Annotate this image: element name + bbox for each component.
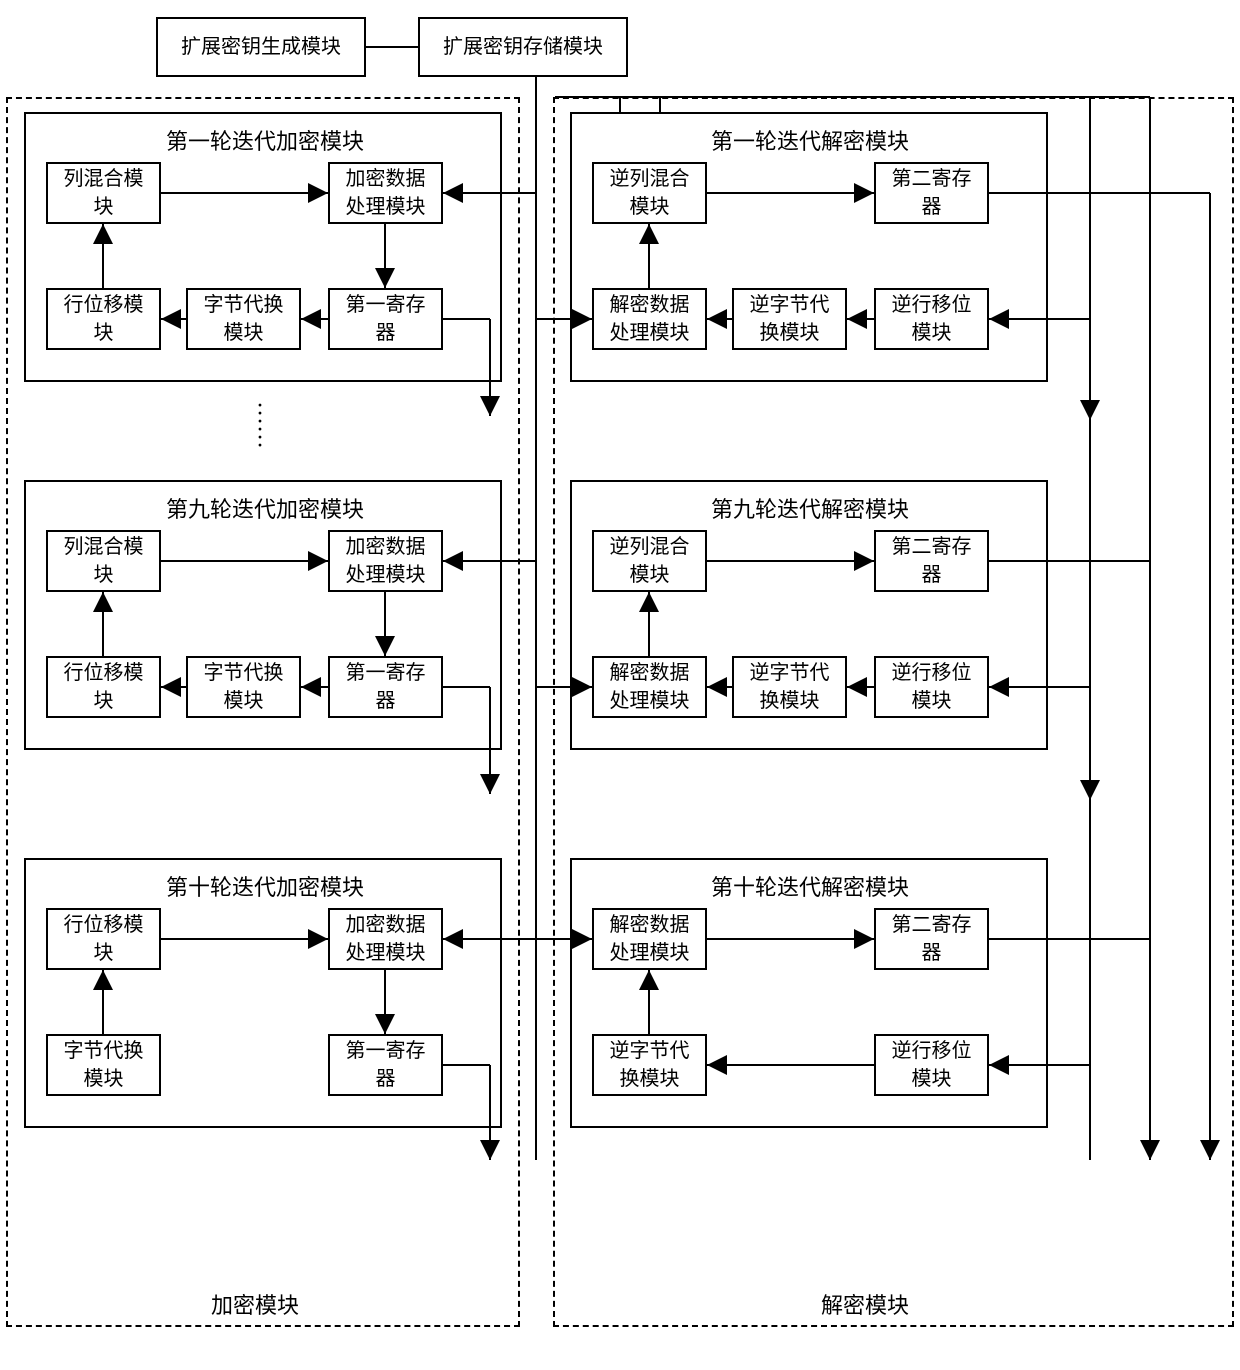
dec-r1-proc: 解密数据 处理模块 xyxy=(592,288,707,350)
dec-r10-sub: 逆字节代 换模块 xyxy=(592,1034,707,1096)
key-store-module: 扩展密钥存储模块 xyxy=(418,17,628,77)
enc-r1-proc: 加密数据 处理模块 xyxy=(328,162,443,224)
dec-r1-mix: 逆列混合 模块 xyxy=(592,162,707,224)
dec-round1-title: 第一轮迭代解密模块 xyxy=(700,124,920,156)
enc-r9-sub: 字节代换 模块 xyxy=(186,656,301,718)
enc-r10-sub: 字节代换 模块 xyxy=(46,1034,161,1096)
key-store-label: 扩展密钥存储模块 xyxy=(443,33,603,61)
dec-r9-mix: 逆列混合 模块 xyxy=(592,530,707,592)
dec-r9-reg: 第二寄存 器 xyxy=(874,530,989,592)
dec-r10-shift: 逆行移位 模块 xyxy=(874,1034,989,1096)
enc-r9-mix: 列混合模 块 xyxy=(46,530,161,592)
enc-r10-shift: 行位移模 块 xyxy=(46,908,161,970)
key-gen-module: 扩展密钥生成模块 xyxy=(156,17,366,77)
enc-r10-reg: 第一寄存 器 xyxy=(328,1034,443,1096)
enc-round9-title: 第九轮迭代加密模块 xyxy=(155,492,375,524)
dec-r10-reg: 第二寄存 器 xyxy=(874,908,989,970)
enc-r1-sub: 字节代换 模块 xyxy=(186,288,301,350)
enc-round1-title: 第一轮迭代加密模块 xyxy=(155,124,375,156)
enc-r10-proc: 加密数据 处理模块 xyxy=(328,908,443,970)
dec-r9-proc: 解密数据 处理模块 xyxy=(592,656,707,718)
dec-r1-reg: 第二寄存 器 xyxy=(874,162,989,224)
key-gen-label: 扩展密钥生成模块 xyxy=(181,33,341,61)
dec-round10-title: 第十轮迭代解密模块 xyxy=(700,870,920,902)
encrypt-module-title: 加密模块 xyxy=(200,1288,310,1320)
decrypt-module-title: 解密模块 xyxy=(810,1288,920,1320)
dec-r1-sub: 逆字节代 换模块 xyxy=(732,288,847,350)
ellipsis-enc: ······ xyxy=(256,402,264,450)
dec-r1-shift: 逆行移位 模块 xyxy=(874,288,989,350)
enc-r9-proc: 加密数据 处理模块 xyxy=(328,530,443,592)
enc-r9-reg: 第一寄存 器 xyxy=(328,656,443,718)
dec-r10-proc: 解密数据 处理模块 xyxy=(592,908,707,970)
dec-round9-title: 第九轮迭代解密模块 xyxy=(700,492,920,524)
enc-round10-title: 第十轮迭代加密模块 xyxy=(155,870,375,902)
dec-r9-sub: 逆字节代 换模块 xyxy=(732,656,847,718)
enc-r1-mix: 列混合模 块 xyxy=(46,162,161,224)
dec-r9-shift: 逆行移位 模块 xyxy=(874,656,989,718)
enc-r1-reg: 第一寄存 器 xyxy=(328,288,443,350)
enc-r9-shift: 行位移模 块 xyxy=(46,656,161,718)
enc-r1-shift: 行位移模 块 xyxy=(46,288,161,350)
